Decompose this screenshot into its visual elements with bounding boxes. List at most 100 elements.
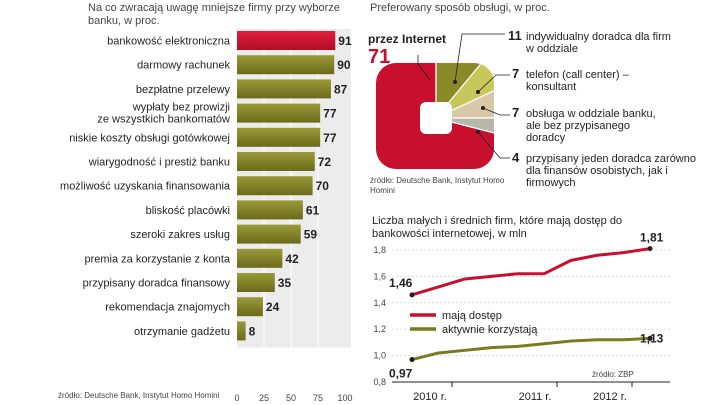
line-chart-title: Liczba małych i średnich firm, które maj… [372, 215, 623, 240]
bar-chart-source: źródło: Deutsche Bank, Instytut Homo Hom… [58, 391, 220, 400]
line-legend-label-2: aktywnie korzystają [442, 324, 538, 336]
bar-label-4-line-2: ze wszystkich bankomatów [97, 114, 230, 126]
bar-x-tick-25: 25 [259, 393, 269, 403]
pie-note-2-value: 7 [512, 66, 520, 81]
bar-x-tick-0: 0 [234, 393, 239, 403]
bar-chart-title: Na co zwracają uwagę mniejsze firmy przy… [88, 2, 340, 27]
pie-note-2-label: telefon (call center) – konsultant [526, 69, 629, 93]
bar-value-13: 8 [249, 324, 256, 338]
pie-leader-line-1 [454, 33, 505, 83]
line-chart-source: źródło: ZBP [592, 370, 634, 379]
line-y-tick-4: 1,4 [373, 298, 386, 308]
pie-note-1-value: 11 [508, 28, 522, 43]
line-chart: 0,8 1,0 1,2 1,4 1,6 1,8 1,46 0,97 1,81 1,13 2010 r… [373, 231, 670, 403]
line-legend-label-1: mają dostęp [442, 310, 502, 322]
pie-note-4-value: 4 [512, 150, 520, 165]
line-start-label-korzysta: 0,97 [389, 367, 413, 381]
bar-10 [237, 248, 283, 268]
pie-slice-5 [435, 117, 494, 147]
pie-internet-label: przez Internet [368, 32, 447, 46]
pie-leader-dot-4 [476, 130, 480, 134]
bar-chart: 91 bankowość elektroniczna 90 darmowy rachu… [60, 29, 353, 403]
line-start-label-dostep: 1,46 [389, 276, 413, 290]
line-y-tick-5: 1,6 [373, 271, 386, 281]
bar-5 [237, 127, 321, 147]
pie-note-3-label: obsługa w oddziale banku, ale bez przypi… [526, 108, 656, 144]
pie-leader-line-4 [477, 131, 510, 159]
line-x-tick-2: 2011 r. [519, 391, 552, 403]
bar-8 [237, 200, 303, 220]
line-series-1-start-dot [409, 292, 415, 298]
bar-12 [237, 297, 263, 317]
bar-label-12: rekomendacja znajomych [105, 302, 230, 314]
bar-value-2: 90 [337, 58, 351, 72]
line-x-tick-3: 2012 r. [593, 391, 627, 403]
bar-label-11: przypisany doradca finansowy [83, 278, 231, 290]
bar-value-4: 77 [323, 107, 337, 121]
bar-6 [237, 152, 315, 171]
bar-label-7: możliwość uzyskania finansowania [60, 181, 231, 193]
pie-center-hole [420, 102, 452, 134]
bar-x-tick-75: 75 [313, 393, 323, 403]
line-series-2-start-dot [409, 357, 415, 363]
bar-value-10: 42 [285, 252, 299, 266]
bar-11 [237, 273, 275, 292]
bar-value-8: 61 [306, 203, 320, 217]
bar-value-11: 35 [278, 276, 292, 290]
bar-label-4-line-1: wypłaty bez prowizji [132, 102, 230, 114]
pie-slice-4 [435, 70, 494, 119]
bar-value-1: 91 [338, 34, 352, 48]
bar-label-1: bankowość elektroniczna [107, 36, 231, 48]
pie-slice-2 [435, 63, 494, 120]
line-y-tick-6: 1,8 [373, 245, 386, 255]
bar-value-7: 70 [316, 179, 330, 193]
line-y-tick-1: 0,8 [373, 377, 386, 387]
bar-13 [237, 321, 246, 341]
bar-2 [237, 55, 335, 75]
pie-leader-line-3 [482, 107, 510, 116]
bar-value-9: 59 [304, 228, 318, 242]
pie-leader-line-2 [477, 74, 510, 93]
pie-leader-dot-2 [476, 90, 480, 94]
pie-note-3-value: 7 [512, 105, 520, 120]
pie-chart-source: źródło: Deutsche Bank, Instytut Homo Hom… [370, 176, 505, 195]
pie-note-1-label: indywidualny doradca dla firm w oddziale [526, 31, 671, 55]
bar-3 [237, 79, 331, 99]
line-series-2 [411, 336, 651, 362]
bar-label-13: otrzymanie gadżetu [134, 326, 230, 338]
bar-value-6: 72 [318, 155, 332, 169]
pie-chart-title: Preferowany sposób obsługi, w proc. [370, 2, 550, 14]
bar-label-8: bliskość placówki [146, 205, 230, 217]
bar-label-2: darmowy rachunek [137, 60, 230, 72]
line-series-1-end-dot [647, 246, 653, 252]
pie-leader-dot-3 [481, 106, 485, 110]
line-series-2-end-dot [647, 335, 653, 341]
line-end-label-dostep: 1,81 [640, 231, 664, 245]
pie-leader-line-5 [417, 55, 431, 81]
bar-9 [237, 224, 301, 244]
line-y-tick-3: 1,2 [373, 324, 386, 334]
pie-internet-value: 71 [368, 46, 391, 68]
bar-1 [237, 31, 336, 50]
line-end-label-korzysta: 1,13 [640, 331, 664, 345]
bar-value-5: 77 [323, 131, 337, 145]
bar-x-tick-50: 50 [286, 393, 296, 403]
pie-leader-dot-1 [453, 80, 457, 84]
line-y-tick-2: 1,0 [373, 351, 386, 361]
bar-4 [237, 103, 321, 123]
bar-label-3: bezpłatne przelewy [136, 84, 231, 96]
bar-label-6: wiarygodność i prestiż banku [88, 157, 230, 169]
line-x-tick-1: 2010 r. [413, 391, 447, 403]
bar-label-9: szeroki zakres usług [130, 229, 230, 241]
pie-slice-3 [435, 63, 494, 119]
bar-x-tick-100: 100 [337, 393, 352, 403]
bar-7 [237, 176, 313, 196]
bar-label-5: niskie koszty obsługi gotówkowej [69, 132, 230, 144]
line-series-1 [411, 247, 651, 297]
bar-value-3: 87 [334, 82, 348, 96]
bar-label-10: premia za korzystanie z konta [84, 253, 230, 265]
bar-value-12: 24 [266, 300, 280, 314]
pie-chart [376, 33, 510, 169]
pie-note-4-label: przypisany jeden doradca zarówno dla fin… [526, 153, 696, 189]
